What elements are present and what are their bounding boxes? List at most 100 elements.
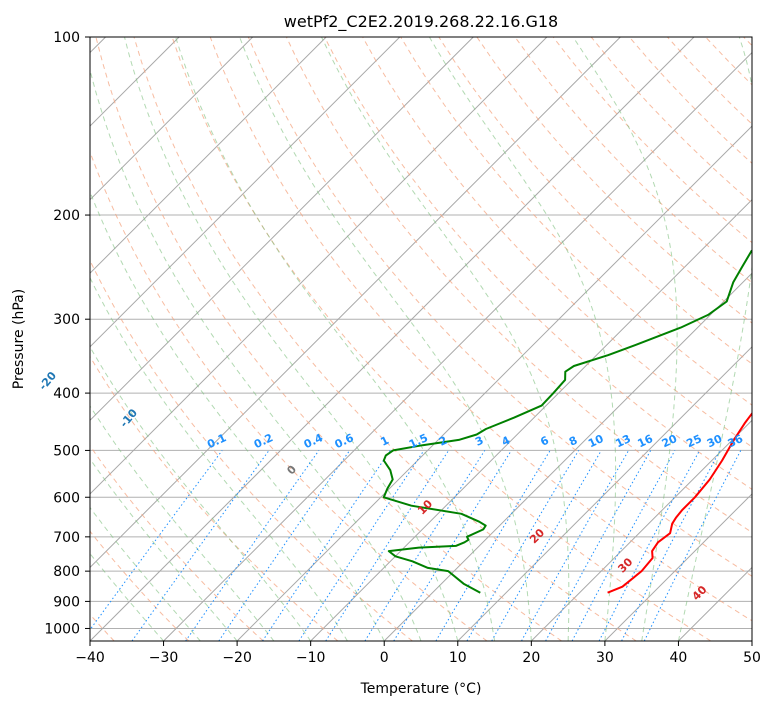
mixing-ratio-line [466,450,580,641]
dry-adiabat-line [590,37,752,204]
moist-adiabat-line [321,37,570,641]
dry-adiabat-line [743,37,752,47]
dry-adiabat-line [90,444,264,641]
mixing-ratio-label: 0.1 [205,431,228,451]
moist-adiabat-line [239,37,532,641]
mixing-ratio-label: 6 [538,434,551,449]
mixing-ratio-line [325,450,450,641]
dry-adiabat-line [247,37,752,577]
mixing-ratio-line [218,450,351,641]
isotherm-line [90,37,548,495]
dry-adiabat-line [90,530,190,641]
moist-adiabat-line [90,190,385,641]
chart-title: wetPf2_C2E2.2019.268.22.16.G18 [284,12,558,32]
mixing-ratio-label: 20 [660,432,680,450]
dry-adiabat-line [552,37,752,244]
x-tick-label: −30 [149,650,179,666]
isotherm-line [90,37,254,201]
mixing-ratio-label: 1.5 [407,431,430,451]
isotherm-line [604,493,752,641]
x-tick-label: 30 [596,650,614,666]
y-tick-label: 600 [53,490,80,506]
moist-adiabat-line [90,405,275,641]
mixing-ratio-label: 16 [636,432,656,450]
mixing-ratio-line [262,450,391,641]
moist-adiabat-line [90,276,348,641]
y-tick-label: 400 [53,386,80,402]
isotherm-line [751,640,752,641]
dry-adiabat-line [476,37,752,324]
moist-adiabat-line [90,67,422,641]
mixing-ratio-label: 30 [705,432,725,450]
dry-adiabat-line [90,259,413,641]
x-tick-label: 0 [380,650,389,666]
isotherm-line [90,37,621,569]
x-tick-label: 20 [522,650,540,666]
mixing-ratio-label: 0.4 [302,431,325,451]
isotherm-line [530,419,752,641]
mixing-ratio-label: 8 [567,434,579,449]
mixing-ratio-line [393,450,512,641]
dry-adiabat-line [133,37,637,641]
mixing-ratio-label: 3 [473,434,485,449]
dry-adiabat-line [667,37,752,125]
temperature-profile-line [607,411,752,594]
dry-adiabat-line [95,37,562,641]
moist-adiabat-label: 10 [415,497,435,517]
moist-adiabat-label: 40 [690,583,710,603]
y-axis-label: Pressure (hPa) [11,289,27,389]
dry-adiabat-line [400,37,752,406]
mixing-ratio-label: 1 [379,434,391,449]
mixing-ratio-label: 13 [613,432,632,450]
dewpoint-profile-line [382,249,752,594]
x-tick-label: −40 [75,650,105,666]
moist-adiabat-label: 30 [615,555,635,575]
x-tick-label: 40 [670,650,688,666]
isotherm-line [236,125,752,641]
mixing-ratio-label: 10 [586,432,606,450]
mixing-ratio-label: 0.6 [333,431,356,451]
y-tick-label: 700 [53,530,80,546]
y-tick-label: 200 [53,208,80,224]
isotherm-line [90,37,401,348]
isotherm-line [457,346,752,641]
isotherm-line [90,37,474,422]
mixing-ratio-line [571,450,676,641]
moist-adiabat-line [90,457,238,641]
y-tick-label: 800 [53,564,80,580]
moist-adiabat-label: 20 [527,526,547,546]
x-tick-label: −10 [296,650,326,666]
isotherm-line [383,272,752,641]
x-tick-label: 10 [449,650,467,666]
mixing-ratio-line [90,450,223,631]
y-tick-label: 100 [53,30,80,46]
mixing-ratio-line [185,450,320,641]
plot-frame [89,36,753,642]
dry-adiabat-line [90,150,488,641]
dry-adiabat-line [514,37,752,284]
moist-adiabat-line [124,37,459,641]
mixing-ratio-line [545,450,652,641]
x-tick-label: 50 [743,650,761,666]
y-tick-label: 1000 [44,621,80,637]
mixing-ratio-line [131,450,270,641]
dry-adiabat-line [209,37,752,622]
isotherm-line [90,37,327,274]
y-tick-label: 500 [53,443,80,459]
moist-adiabat-line [90,506,201,641]
moist-adiabat-line [428,37,617,641]
moist-adiabat-line [90,552,164,641]
x-tick-label: −20 [222,650,252,666]
isotherm-line [163,51,752,641]
dry-adiabat-label: -10 [117,406,140,430]
x-axis-label: Temperature (°C) [360,681,482,697]
dry-adiabat-line [285,37,752,534]
mixing-ratio-line [521,450,630,641]
moist-adiabat-line [90,345,312,641]
dry-adiabat-line [438,37,752,365]
y-tick-label: 900 [53,594,80,610]
mixing-ratio-label: 25 [684,432,703,450]
moist-adiabat-line [175,37,496,641]
